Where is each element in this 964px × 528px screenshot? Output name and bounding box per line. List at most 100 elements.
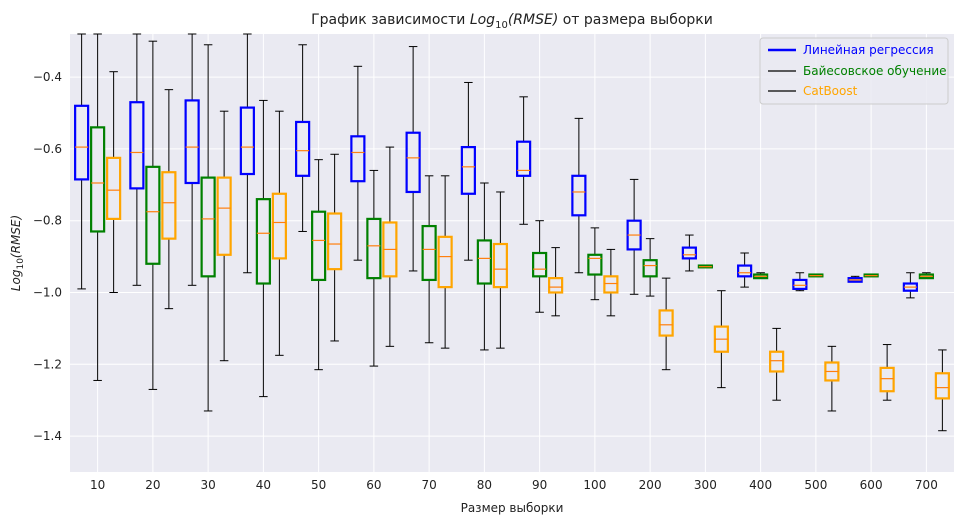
box bbox=[405, 131, 421, 194]
x-tick-label: 50 bbox=[311, 478, 326, 492]
boxplot-bayesian bbox=[808, 273, 824, 278]
box bbox=[587, 253, 603, 276]
boxplot-bayesian bbox=[255, 99, 271, 398]
box bbox=[476, 239, 492, 285]
x-tick-label: 60 bbox=[366, 478, 381, 492]
boxplot-catboost bbox=[216, 110, 232, 362]
boxplot-bayesian bbox=[476, 182, 492, 351]
box bbox=[350, 135, 366, 183]
box bbox=[437, 235, 453, 289]
boxplot-catboost bbox=[713, 290, 729, 389]
boxplot-bayesian bbox=[532, 220, 548, 313]
x-tick-label: 70 bbox=[421, 478, 436, 492]
boxplot-bayesian bbox=[366, 169, 382, 367]
boxplot-linear-regression bbox=[516, 96, 532, 225]
boxplot-catboost bbox=[769, 327, 785, 401]
legend: Линейная регрессия Байесовское обучение … bbox=[759, 37, 949, 105]
y-tick-label: −1.4 bbox=[33, 429, 62, 443]
box bbox=[184, 99, 200, 185]
boxplot-linear-regression bbox=[405, 46, 421, 272]
legend-label-linear-regression: Линейная регрессия bbox=[803, 43, 934, 57]
box bbox=[737, 264, 753, 278]
boxplot-catboost bbox=[548, 247, 564, 317]
x-tick-label: 500 bbox=[804, 478, 827, 492]
boxplot-catboost bbox=[658, 277, 674, 371]
boxplot-catboost bbox=[161, 89, 177, 310]
box bbox=[879, 366, 895, 393]
boxplot-bayesian bbox=[421, 175, 437, 344]
box bbox=[295, 120, 311, 177]
x-tick-label: 40 bbox=[256, 478, 271, 492]
x-tick-label: 80 bbox=[477, 478, 492, 492]
boxplot-linear-regression bbox=[626, 178, 642, 295]
legend-box bbox=[759, 37, 949, 105]
boxplot-bayesian bbox=[311, 159, 327, 371]
x-tick-label: 700 bbox=[915, 478, 938, 492]
boxplot-catboost bbox=[106, 71, 122, 293]
x-tick-label: 90 bbox=[532, 478, 547, 492]
box bbox=[571, 174, 587, 217]
boxplot-linear-regression bbox=[184, 33, 200, 286]
boxplot-linear-regression bbox=[460, 81, 476, 261]
boxplot-linear-regression bbox=[737, 252, 753, 288]
x-tick-label: 300 bbox=[694, 478, 717, 492]
x-axis-ticks: 10 20 30 40 50 60 70 80 90 100 200 300 400 500 600 700 bbox=[90, 478, 938, 492]
x-tick-label: 20 bbox=[145, 478, 160, 492]
box bbox=[74, 104, 90, 181]
box bbox=[769, 350, 785, 373]
box bbox=[255, 198, 271, 285]
box-series bbox=[74, 33, 950, 432]
box bbox=[145, 165, 161, 265]
y-tick-label: −0.4 bbox=[33, 70, 62, 84]
x-tick-label: 400 bbox=[749, 478, 772, 492]
box bbox=[271, 192, 287, 260]
box bbox=[658, 309, 674, 337]
boxplot-bayesian bbox=[90, 33, 106, 381]
legend-label-catboost: CatBoost bbox=[803, 84, 858, 98]
boxplot-linear-regression bbox=[129, 33, 145, 286]
boxplot-bayesian bbox=[918, 272, 934, 280]
y-axis-ticks: −0.4 −0.6 −0.8 −1.0 −1.2 −1.4 bbox=[33, 70, 62, 443]
x-tick-label: 100 bbox=[583, 478, 606, 492]
boxplot-catboost bbox=[492, 191, 508, 349]
boxplot-bayesian bbox=[697, 264, 713, 269]
boxplot-catboost bbox=[824, 345, 840, 412]
x-axis-label: Размер выборки bbox=[461, 501, 564, 515]
boxplot-catboost bbox=[934, 349, 950, 432]
boxplot-bayesian bbox=[863, 273, 879, 278]
boxplot-bayesian bbox=[145, 40, 161, 390]
x-tick-label: 10 bbox=[90, 478, 105, 492]
boxplot-linear-regression bbox=[295, 44, 311, 232]
boxplot-bayesian bbox=[587, 227, 603, 301]
boxplot-catboost bbox=[603, 248, 619, 317]
box bbox=[792, 278, 808, 291]
y-tick-label: −0.6 bbox=[33, 142, 62, 156]
box bbox=[548, 277, 564, 294]
boxplot-linear-regression bbox=[74, 33, 90, 290]
box bbox=[366, 217, 382, 280]
boxplot-catboost bbox=[382, 146, 398, 347]
box bbox=[239, 106, 255, 176]
boxplot-linear-regression bbox=[571, 117, 587, 274]
box bbox=[161, 171, 177, 240]
box bbox=[460, 145, 476, 195]
legend-label-bayesian: Байесовское обучение bbox=[803, 64, 947, 78]
boxplot-linear-regression bbox=[350, 65, 366, 261]
box bbox=[216, 176, 232, 256]
box bbox=[106, 156, 122, 220]
box bbox=[681, 246, 697, 260]
boxplot-catboost bbox=[271, 110, 287, 356]
y-tick-label: −1.2 bbox=[33, 357, 62, 371]
box bbox=[492, 242, 508, 289]
box bbox=[311, 210, 327, 282]
box bbox=[129, 101, 145, 190]
box bbox=[200, 176, 216, 278]
box bbox=[934, 372, 950, 400]
box bbox=[421, 224, 437, 282]
boxplot-catboost bbox=[437, 175, 453, 349]
boxplot-linear-regression bbox=[847, 275, 863, 283]
boxplot-linear-regression bbox=[902, 272, 918, 299]
y-axis-label: Log10(RMSE) bbox=[9, 215, 26, 291]
